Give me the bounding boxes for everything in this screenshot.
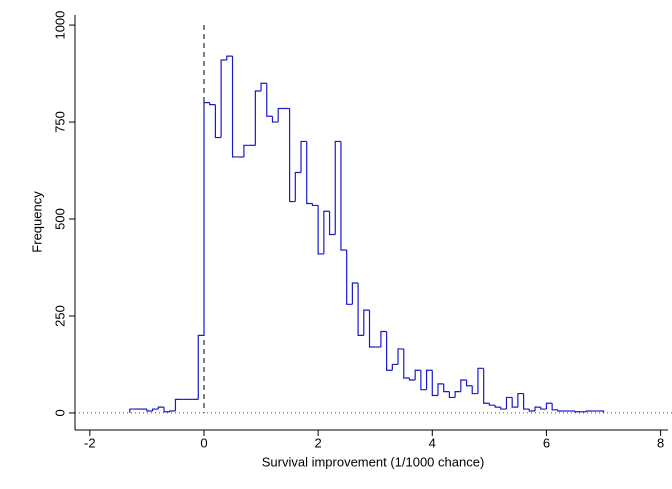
histogram-bar — [391, 363, 399, 371]
histogram-bar — [357, 283, 364, 336]
histogram-bar — [260, 82, 267, 92]
histogram-bar — [220, 59, 227, 138]
x-tick-label: 2 — [315, 435, 322, 450]
y-tick-label: 1000 — [52, 11, 67, 40]
histogram-bar — [157, 406, 165, 410]
y-tick-label: 750 — [52, 111, 67, 133]
histogram-bar — [585, 410, 593, 412]
histogram-bar — [403, 348, 410, 379]
histogram-bar — [311, 203, 319, 207]
histogram-bar — [277, 107, 284, 123]
histogram-bar — [523, 393, 530, 410]
histogram-bar — [289, 108, 296, 203]
histogram-bar — [271, 116, 279, 123]
histogram-bar — [300, 140, 307, 173]
histogram-bar — [328, 211, 336, 236]
x-tick-label: 4 — [429, 435, 436, 450]
histogram-bar — [294, 171, 302, 202]
x-tick-label: -2 — [84, 435, 96, 450]
x-tick-label: 8 — [657, 435, 664, 450]
histogram-bar — [129, 408, 136, 413]
histogram-bar — [266, 83, 273, 117]
histogram-bar — [460, 379, 467, 392]
y-tick-label: 250 — [52, 305, 67, 327]
histogram-bar — [203, 102, 210, 336]
histogram-bar — [346, 250, 353, 305]
histogram-bar — [465, 379, 473, 387]
histogram-bar — [231, 56, 239, 158]
histogram-bar — [540, 407, 547, 410]
y-tick-label: 0 — [52, 409, 67, 416]
histogram-bar — [397, 348, 404, 365]
histogram-bar — [488, 403, 496, 406]
histogram-bar — [214, 104, 222, 139]
histogram-bar — [340, 141, 347, 251]
histogram-bar — [363, 309, 370, 336]
histogram-bar — [146, 409, 153, 412]
x-axis-title: Survival improvement (1/1000 chance) — [262, 454, 485, 469]
x-tick-label: 0 — [200, 435, 207, 450]
y-axis-title: Frequency — [29, 191, 44, 253]
histogram-bar — [209, 102, 216, 106]
histogram-bar — [163, 407, 170, 413]
histogram-bar — [174, 398, 182, 411]
histogram-bar — [448, 391, 456, 399]
histogram-bar — [368, 310, 376, 348]
histogram-bar — [351, 282, 359, 305]
histogram-bar — [477, 367, 484, 394]
histogram-bar — [169, 410, 176, 412]
histogram-bar — [408, 378, 416, 381]
histogram-bar — [528, 409, 536, 412]
histogram-bar — [414, 369, 421, 380]
histogram-bar — [306, 141, 313, 205]
histogram-bar — [557, 409, 564, 412]
histogram-bar — [597, 410, 605, 413]
histogram-bar — [494, 405, 501, 408]
histogram-bar — [317, 205, 324, 255]
histogram-bar — [243, 144, 250, 157]
histogram-bar — [380, 330, 387, 347]
histogram-bar — [534, 406, 541, 411]
histogram-bar — [386, 331, 393, 371]
histogram-bar — [551, 403, 558, 411]
histogram-bar — [437, 383, 444, 396]
y-tick-label: 500 — [52, 208, 67, 230]
histogram-bar — [420, 370, 427, 391]
histogram-bar — [443, 383, 450, 393]
histogram-bar — [431, 370, 438, 397]
histogram-bar — [152, 408, 159, 411]
histogram-bar — [545, 402, 553, 410]
histogram-bar — [226, 55, 233, 60]
histogram-bar — [197, 334, 204, 400]
histogram-bar — [471, 385, 478, 395]
histogram-bar — [334, 140, 341, 235]
histogram-bar — [254, 90, 262, 146]
x-tick-label: 6 — [543, 435, 550, 450]
histogram-bar — [517, 392, 524, 408]
histogram-bar — [505, 396, 513, 410]
histogram-bar — [511, 397, 518, 408]
histogram-bar — [574, 410, 581, 413]
histogram-bar — [323, 210, 330, 254]
histogram-bar — [500, 407, 507, 410]
histogram-bar — [425, 369, 433, 390]
histogram-bar — [483, 368, 490, 404]
histogram-bar — [454, 391, 461, 398]
